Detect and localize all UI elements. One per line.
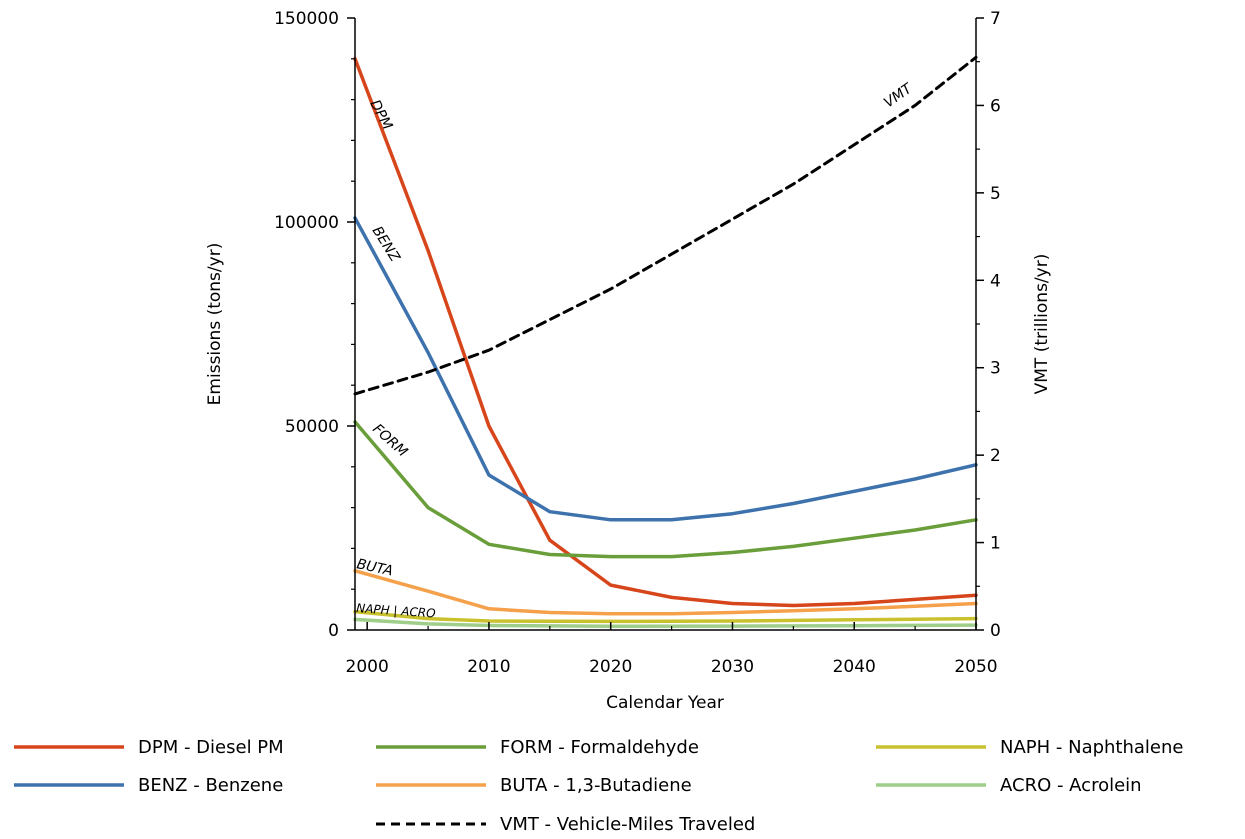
ticks: 2000 2010 2020 2030 2040 2050 0 50000 100000 1500… bbox=[274, 9, 1001, 677]
x-tick-label: 2020 bbox=[589, 657, 632, 677]
legend-label-vmt: VMT - Vehicle-Miles Traveled bbox=[500, 814, 755, 835]
series-line-dpm bbox=[353, 57, 978, 608]
legend-label-buta: BUTA - 1,3-Butadiene bbox=[500, 775, 692, 796]
right-y-axis-title: VMT (trillions/yr) bbox=[1032, 254, 1052, 395]
y2-tick-label: 4 bbox=[990, 271, 1001, 291]
legend-label-acro: ACRO - Acrolein bbox=[1000, 775, 1142, 796]
series-label-vmt: VMT bbox=[881, 80, 916, 111]
plot-lines bbox=[353, 55, 978, 629]
x-tick-label: 2000 bbox=[346, 657, 389, 677]
y2-tick-label: 3 bbox=[990, 359, 1001, 379]
y-tick-label: 50000 bbox=[285, 417, 339, 437]
x-tick-label: 2010 bbox=[467, 657, 510, 677]
y2-tick-label: 7 bbox=[990, 9, 1001, 29]
axes bbox=[354, 18, 977, 631]
y2-tick-label: 1 bbox=[990, 534, 1001, 554]
legend: DPM - Diesel PM FORM - Formaldehyde NAPH -… bbox=[14, 737, 1184, 835]
y2-tick-label: 0 bbox=[990, 621, 1001, 641]
legend-label-dpm: DPM - Diesel PM bbox=[138, 737, 284, 758]
series-label-dpm: DPM bbox=[366, 97, 395, 132]
x-axis-title: Calendar Year bbox=[606, 693, 724, 713]
legend-label-form: FORM - Formaldehyde bbox=[500, 737, 699, 758]
x-tick-label: 2030 bbox=[711, 657, 754, 677]
series-label-form: FORM bbox=[369, 421, 410, 460]
y-tick-label: 100000 bbox=[274, 213, 339, 233]
y2-tick-label: 5 bbox=[990, 184, 1001, 204]
x-tick-label: 2040 bbox=[833, 657, 876, 677]
series-line-form bbox=[353, 420, 978, 559]
series-line-vmt bbox=[353, 55, 978, 396]
series-line-buta bbox=[353, 569, 978, 616]
legend-label-benz: BENZ - Benzene bbox=[138, 775, 283, 796]
left-y-axis-title: Emissions (tons/yr) bbox=[205, 243, 225, 406]
series-label-buta: BUTA bbox=[355, 556, 394, 579]
y2-tick-label: 2 bbox=[990, 446, 1001, 466]
x-tick-label: 2050 bbox=[954, 657, 997, 677]
series-label-benz: BENZ bbox=[369, 224, 403, 265]
legend-label-naph: NAPH - Naphthalene bbox=[1000, 737, 1184, 758]
axis-titles: Calendar Year Emissions (tons/yr) VMT (t… bbox=[205, 243, 1052, 713]
y2-tick-label: 6 bbox=[990, 96, 1001, 116]
y-tick-label: 150000 bbox=[274, 9, 339, 29]
series-line-naph bbox=[353, 609, 978, 624]
series-label-naph-acro: NAPH | ACRO bbox=[356, 601, 436, 621]
y-tick-label: 0 bbox=[328, 621, 339, 641]
series-line-benz bbox=[353, 216, 978, 522]
